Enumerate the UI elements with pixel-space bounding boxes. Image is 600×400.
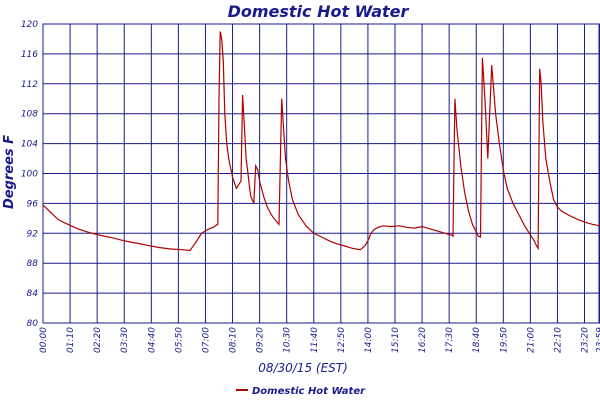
- x-tick-label: 17:30: [445, 327, 455, 353]
- x-tick-label: 02:20: [93, 327, 103, 353]
- x-tick-label: 09:20: [256, 327, 266, 353]
- y-tick-labels: 80 84 88 92 96 100 104 108 112 116 120: [21, 20, 38, 329]
- y-tick-label: 88: [27, 259, 39, 269]
- x-tick-label: 07:00: [201, 327, 211, 353]
- x-tick-label: 14:00: [364, 327, 374, 353]
- series-lines: [42, 31, 600, 252]
- grid: [42, 23, 600, 324]
- y-tick-label: 80: [27, 319, 39, 329]
- y-tick-label: 120: [21, 20, 38, 30]
- x-tick-label: 16:20: [418, 327, 428, 353]
- y-tick-label: 100: [21, 170, 38, 180]
- y-axis-label: Degrees F: [2, 135, 17, 209]
- x-tick-label: 11:40: [310, 327, 320, 353]
- y-tick-label: 96: [27, 199, 39, 209]
- y-tick-label: 112: [21, 80, 38, 90]
- x-tick-label: 19:50: [499, 327, 509, 353]
- x-axis-label: 08/30/15 (EST): [258, 361, 348, 375]
- legend-label: Domestic Hot Water: [252, 386, 366, 397]
- y-tick-label: 108: [21, 110, 38, 120]
- chart-title: Domestic Hot Water: [228, 2, 410, 21]
- series-line: [42, 31, 600, 252]
- x-tick-label: 08:10: [229, 327, 239, 353]
- x-tick-label: 05:50: [174, 327, 184, 353]
- x-tick-label: 18:40: [472, 327, 482, 353]
- x-tick-label: 22:10: [553, 327, 563, 353]
- x-tick-label: 21:00: [526, 327, 536, 353]
- x-tick-label: 04:40: [147, 327, 157, 353]
- x-tick-label: 00:00: [39, 327, 49, 353]
- x-tick-label: 10:30: [283, 327, 293, 353]
- y-tick-label: 84: [27, 289, 39, 299]
- x-tick-label: 23:20: [581, 327, 591, 353]
- legend: Domestic Hot Water: [236, 386, 366, 397]
- x-tick-labels: 00:00 01:10 02:20 03:30 04:40 05:50 07:00 08:10…: [39, 327, 600, 353]
- x-tick-label: 15:10: [391, 327, 401, 353]
- x-tick-label: 03:30: [120, 327, 130, 353]
- y-tick-label: 92: [27, 229, 39, 239]
- y-tick-label: 104: [21, 140, 38, 150]
- x-tick-label: 01:10: [66, 327, 76, 353]
- x-tick-label: 12:50: [337, 327, 347, 353]
- y-tick-label: 116: [21, 50, 38, 60]
- x-tick-label: 23:59: [596, 327, 600, 353]
